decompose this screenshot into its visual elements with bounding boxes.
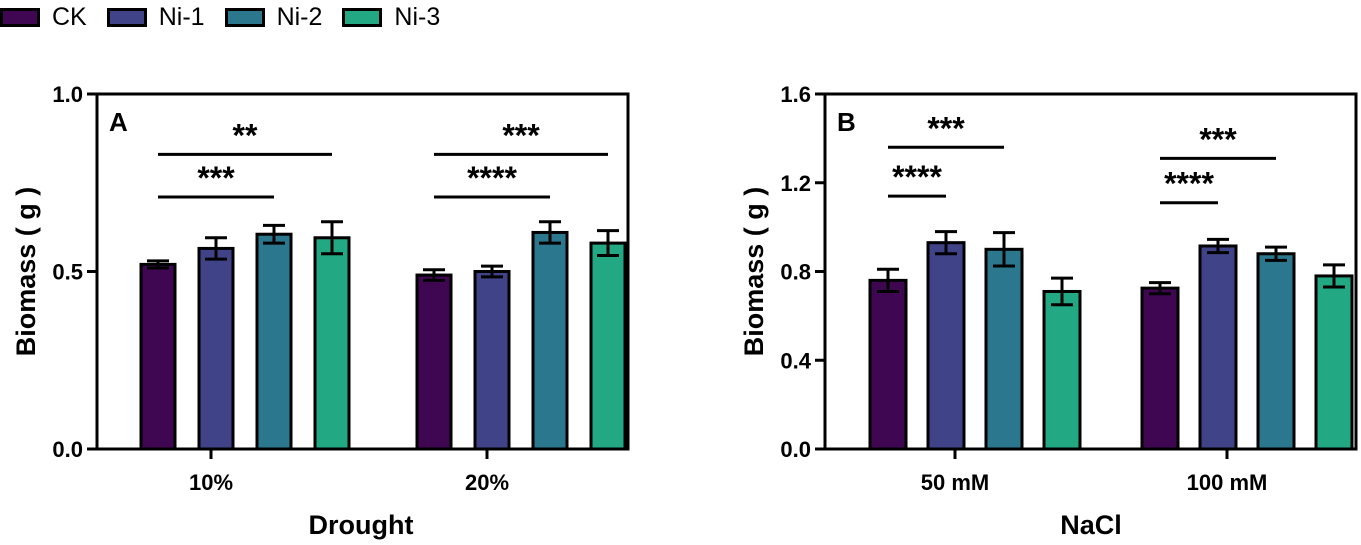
panel-a-chart: ************0.00.51.010% 20%ADroughtBioma… [11,82,630,540]
bar-ni-2-1 [531,230,569,451]
bar-ni-3-1 [1314,274,1354,451]
bar-ck-0 [868,278,908,451]
y-tick-label-4: 1.6 [780,82,811,107]
x-axis-title: Drought [309,510,414,540]
legend-label-ni-1: Ni-1 [158,2,205,31]
legend-swatch-ni-3 [342,7,383,27]
bar-ni-2-1 [1256,252,1296,451]
bar-ni-3-0 [1042,289,1082,451]
bar-ni-1-1 [1198,244,1238,451]
x-tick-label-1: 20% [465,470,509,495]
significance-label-0: *** [197,160,235,196]
y-tick-label-3: 1.2 [780,171,811,196]
significance-label-3: *** [1199,121,1237,157]
bar-ni-3-0 [313,236,351,451]
y-tick-label-1: 0.5 [52,260,83,285]
x-tick-label-0: 50 mM [921,470,989,495]
x-tick-label-0: 10% [189,470,233,495]
bar-ck-0 [139,262,177,451]
significance-label-1: *** [927,110,965,146]
x-tick-label-1: 100 mM [1187,470,1268,495]
bar-ni-1-1 [473,270,511,451]
legend-item-ck: CK [0,3,87,32]
legend: CK Ni-1 Ni-2 Ni-3 [0,0,460,34]
legend-label-ni-3: Ni-3 [394,2,441,31]
legend-swatch-ck [0,7,40,27]
y-tick-label-0: 0.0 [52,437,83,462]
y-axis-title: Biomass ( g ) [739,187,769,357]
y-tick-label-1: 0.4 [780,348,811,373]
legend-item-ni-1: Ni-1 [106,2,205,32]
bar-ni-2-0 [255,232,293,451]
y-tick-label-0: 0.0 [780,437,811,462]
legend-item-ni-2: Ni-2 [224,2,323,32]
significance-label-0: **** [892,159,942,195]
legend-swatch-ni-2 [224,7,265,27]
panel-label: B [837,107,856,137]
panel-label: A [109,107,128,137]
significance-label-1: ** [233,117,258,153]
legend-swatch-ni-1 [106,7,147,27]
bar-ni-3-1 [589,241,627,451]
bar-ni-2-0 [984,247,1024,451]
significance-label-2: **** [467,160,517,196]
y-axis-title: Biomass ( g ) [11,187,41,357]
legend-label-ck: CK [52,2,87,31]
panel-b-chart: **************0.00.40.81.21.650 mM 100 mM… [739,82,1358,540]
legend-item-ni-3: Ni-3 [342,3,440,32]
y-tick-label-2: 1.0 [52,82,83,107]
significance-label-3: *** [502,117,540,153]
y-tick-label-2: 0.8 [780,260,811,285]
bar-ck-1 [415,273,453,451]
x-axis-title: NaCl [1060,510,1122,540]
legend-label-ni-2: Ni-2 [276,2,323,31]
bar-ck-1 [1140,286,1180,451]
significance-label-2: **** [1164,166,1214,202]
bar-ni-1-0 [926,241,966,451]
bar-ni-1-0 [197,246,235,451]
